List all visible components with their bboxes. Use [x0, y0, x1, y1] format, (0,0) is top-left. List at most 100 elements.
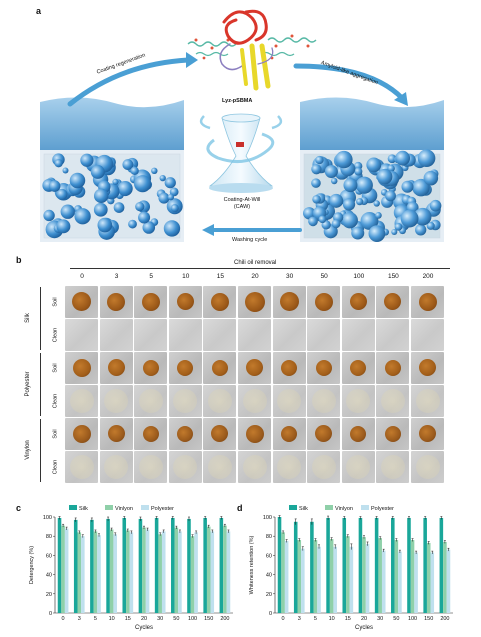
photo-cell	[376, 418, 410, 450]
photo-cell	[307, 418, 341, 450]
detergency-bar	[113, 534, 117, 613]
oil-stain	[142, 425, 159, 442]
whiteness-bar	[346, 536, 350, 613]
oil-stain	[177, 359, 194, 376]
right-coating-spheres	[303, 149, 442, 242]
panel-b-title: Chili oil removal	[234, 260, 277, 266]
coating-sphere	[387, 154, 397, 164]
fabric-group-bracket	[40, 353, 41, 416]
whiteness-bar	[381, 550, 386, 613]
coating-sphere	[368, 225, 386, 242]
detergency-bar	[154, 517, 159, 613]
legend-label: Silk	[299, 506, 308, 512]
photo-cell	[65, 286, 99, 318]
photo-cell	[203, 385, 237, 417]
oil-stain	[72, 358, 91, 377]
cycle-column-label: 100	[353, 273, 365, 280]
whiteness-retention-chart: Silk Vinlyon Polyester 0 20 40 60 80 100 0 3 5 10 15 2…	[249, 505, 453, 631]
whiteness-bar	[446, 549, 451, 613]
x-tick-label: 10	[109, 616, 115, 622]
photo-cell	[341, 319, 375, 351]
coating-sphere	[342, 198, 356, 211]
photo-cell	[168, 418, 202, 450]
photo-cell	[341, 286, 375, 318]
coating-sphere	[331, 219, 341, 229]
coating-sphere	[158, 192, 170, 204]
oil-stain	[245, 424, 264, 443]
whiteness-bar	[398, 551, 402, 613]
whiteness-bar	[329, 539, 334, 613]
photo-cell	[203, 418, 237, 450]
whiteness-bar	[333, 546, 337, 613]
oil-stain	[419, 359, 437, 377]
coating-sphere	[429, 199, 442, 212]
oil-stain	[72, 424, 91, 443]
coating-sphere	[56, 188, 68, 200]
legend-swatch	[141, 505, 149, 510]
faded-stain	[277, 388, 302, 413]
photo-cell	[307, 286, 341, 318]
photo-cell	[203, 319, 237, 351]
oil-stain	[72, 292, 92, 312]
photo-cell	[376, 319, 410, 351]
photo-cell	[238, 319, 272, 351]
cycle-column-label: 200	[422, 273, 434, 280]
photo-cell	[99, 451, 133, 483]
panel-d-letter: d	[237, 503, 243, 513]
y-axis-title: Whiteness retention (%)	[249, 535, 255, 594]
x-tick-label: 20	[361, 616, 367, 622]
oil-stain	[384, 359, 401, 376]
detergency-bar	[77, 532, 82, 613]
x-tick-label: 15	[125, 616, 131, 622]
photo-cell	[238, 451, 272, 483]
photo-cell	[203, 286, 237, 318]
detergency-bar	[81, 536, 85, 613]
coating-sphere	[375, 212, 382, 219]
photo-cell	[411, 286, 445, 318]
photo-cell	[65, 319, 99, 351]
photo-cell	[168, 352, 202, 384]
oil-stain	[141, 292, 160, 311]
coating-sphere	[401, 180, 414, 193]
oil-stain	[350, 425, 367, 442]
oil-stain	[419, 425, 437, 443]
coating-sphere	[417, 149, 436, 168]
faded-stain	[242, 454, 267, 479]
washing-cycle-label: Washing cycle	[232, 237, 268, 243]
whiteness-bar	[297, 540, 302, 613]
photo-cell	[134, 385, 168, 417]
coating-sphere	[341, 212, 358, 229]
legend-swatch	[69, 505, 77, 510]
coating-sphere	[360, 211, 379, 230]
coating-sphere	[335, 150, 353, 169]
x-tick-label: 50	[173, 616, 179, 622]
photo-cell	[307, 352, 341, 384]
detergency-bar	[178, 531, 182, 613]
coating-sphere	[69, 172, 86, 189]
photo-cell	[134, 418, 168, 450]
oil-stain	[279, 292, 299, 312]
whiteness-bar	[407, 517, 411, 613]
detergency-bar	[158, 534, 162, 613]
photo-cell	[238, 352, 272, 384]
detergency-bar	[142, 527, 146, 613]
whiteness-bar	[426, 542, 431, 613]
detergency-bar	[61, 525, 65, 613]
faded-stain	[207, 388, 232, 413]
whiteness-bar	[362, 537, 366, 613]
y-tick-label: 40	[266, 573, 272, 579]
detergency-bar	[174, 527, 179, 613]
row-label-soil: Soil	[52, 362, 58, 373]
detergency-bar	[206, 526, 211, 613]
coating-sphere	[426, 221, 435, 230]
coating-sphere	[412, 178, 430, 197]
coating-sphere	[167, 193, 175, 201]
oil-stain	[314, 292, 333, 311]
cycle-column-label: 3	[114, 273, 119, 280]
x-tick-label: 10	[329, 616, 335, 622]
oil-stain	[177, 425, 194, 442]
coating-sphere	[324, 164, 338, 179]
x-tick-label: 150	[424, 616, 433, 622]
cycle-column-label: 50	[320, 273, 328, 280]
coating-sphere	[112, 178, 119, 186]
